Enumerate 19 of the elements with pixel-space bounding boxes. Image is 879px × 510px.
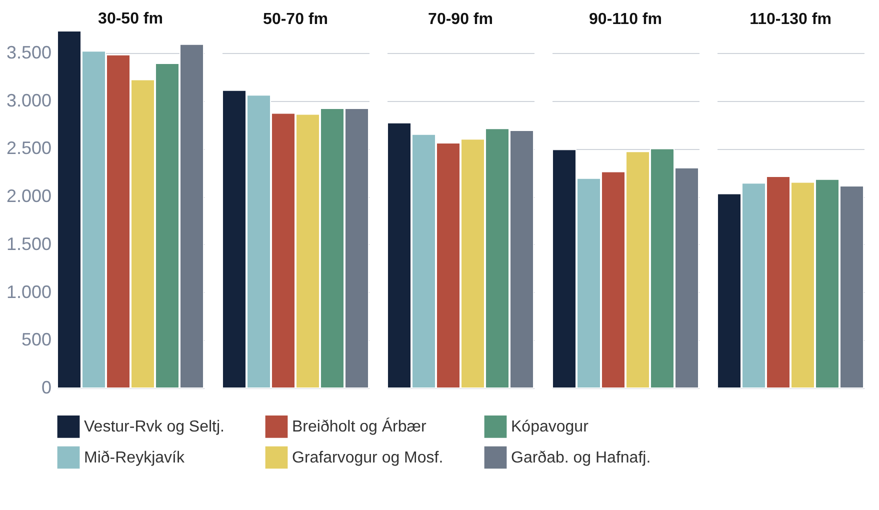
y-tick-label: 1.500 (6, 234, 52, 254)
y-tick-label: 500 (21, 330, 52, 350)
legend-label: Vestur-Rvk og Seltj. (84, 418, 224, 436)
x-tick-label: 30-50 fm (98, 10, 163, 28)
x-tick-label: 90-110 fm (589, 11, 662, 28)
y-tick-label: 3.000 (6, 90, 52, 110)
legend-label: Garðab. og Hafnafj. (511, 450, 651, 466)
legend-label: Grafarvogur og Mosf. (292, 450, 444, 466)
x-tick-label: 110-130 fm (750, 11, 832, 28)
y-tick-label: 3.500 (6, 42, 52, 63)
x-tick-label: 70-90 fm (428, 11, 493, 28)
y-tick-label: 0 (41, 378, 52, 398)
legend-label: Breiðholt og Árbær (292, 418, 427, 436)
y-tick-label: 1.000 (6, 282, 52, 302)
x-tick-label: 50-70 fm (263, 11, 328, 28)
legend-label: Kópavogur (511, 418, 590, 436)
legend-label: Mið-Reykjavík (84, 450, 186, 466)
y-tick-label: 2.000 (6, 186, 52, 206)
y-tick-label: 2.500 (6, 138, 52, 158)
